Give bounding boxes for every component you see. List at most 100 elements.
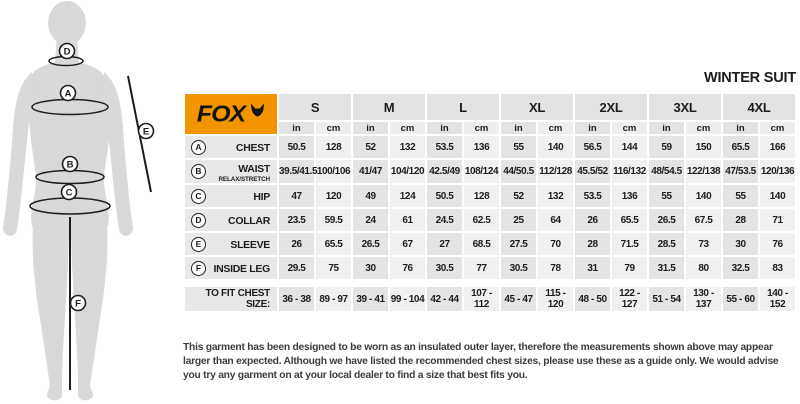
body-silhouette: [2, 1, 134, 401]
value-cell-cm: 78: [538, 257, 573, 280]
size-header-3xl: 3XL: [649, 94, 721, 120]
row-label-text: INSIDE LEG: [213, 263, 270, 276]
unit-in-s: in: [279, 122, 314, 134]
row-label-wrap: INSIDE LEG: [206, 260, 270, 276]
unit-cm-l: cm: [464, 122, 499, 134]
value-cell-in: 31.5: [649, 257, 684, 280]
measure-row-hip: C HIP 47 120 49 124 50.5 128 52 132 53.5 136 55 140 55…: [185, 185, 795, 208]
to-fit-cell-in: 55 - 60: [723, 287, 758, 312]
row-label-wrap: HIP: [206, 188, 270, 204]
to-fit-cell-cm: 99 - 104: [390, 287, 425, 312]
figure-label-collar: D: [58, 42, 76, 60]
row-label-cell: F INSIDE LEG: [185, 257, 277, 280]
value-cell-in: 30: [723, 233, 758, 256]
unit-in-m: in: [353, 122, 388, 134]
value-cell-cm: 116/132: [612, 160, 647, 184]
value-cell-in: 55: [649, 185, 684, 208]
value-cell-in: 26: [575, 209, 610, 232]
value-cell-in: 47: [279, 185, 314, 208]
size-header-m: M: [353, 94, 425, 120]
value-cell-in: 50.5: [427, 185, 462, 208]
value-cell-in: 28.5: [649, 233, 684, 256]
value-cell-cm: 80: [686, 257, 721, 280]
svg-text:E: E: [143, 126, 149, 137]
row-label-text: CHEST: [235, 142, 270, 154]
row-letter-badge: E: [191, 236, 206, 252]
body-measurement-diagram: D A B C E F: [2, 1, 155, 401]
value-cell-cm: 120: [316, 185, 351, 208]
unit-cm-m: cm: [390, 122, 425, 134]
svg-text:F: F: [75, 298, 81, 309]
to-fit-cell-cm: 130 - 137: [686, 287, 721, 312]
value-cell-cm: 75: [316, 257, 351, 280]
size-header-l: L: [427, 94, 499, 120]
row-label-flex: D COLLAR: [185, 209, 277, 231]
value-cell-cm: 76: [390, 257, 425, 280]
unit-cm-s: cm: [316, 122, 351, 134]
row-label-flex: B WAIST RELAX/STRETCH: [185, 160, 277, 183]
unit-cm-xl: cm: [538, 122, 573, 134]
value-cell-in: 30: [353, 257, 388, 280]
value-cell-in: 50.5: [279, 136, 314, 158]
value-cell-in: 39.5/41.5: [279, 160, 318, 184]
value-cell-cm: 83: [760, 257, 795, 280]
to-fit-cell-in: 45 - 47: [501, 287, 536, 312]
value-cell-cm: 70: [538, 233, 573, 256]
figure-label-chest: A: [59, 84, 77, 102]
value-cell-cm: 120/136: [760, 160, 795, 184]
measure-row-inside-leg: F INSIDE LEG 29.5 75 30 76 30.5 77 30.5 78 31 79 31.…: [185, 257, 795, 280]
size-header-row: FOX S M L XL 2XL 3XL 4XL: [185, 94, 795, 134]
size-header-4xl: 4XL: [723, 94, 795, 120]
value-cell-cm: 71.5: [612, 233, 647, 256]
value-cell-cm: 140: [686, 185, 721, 208]
figure-label-waist: B: [61, 155, 79, 173]
brand-logo-cell: FOX: [185, 94, 277, 134]
value-cell-cm: 77: [464, 257, 499, 280]
svg-text:A: A: [65, 88, 72, 99]
measure-row-sleeve: E SLEEVE 26 65.5 26.5 67 27 68.5 27.5 70 28 71.5 28.…: [185, 233, 795, 256]
to-fit-cell-cm: 107 - 112: [464, 287, 499, 312]
row-label-text: COLLAR: [228, 215, 270, 228]
value-cell-in: 29.5: [279, 257, 314, 280]
unit-in-xl: in: [501, 122, 536, 134]
row-label-wrap: WAIST RELAX/STRETCH: [206, 160, 270, 183]
value-cell-cm: 61: [390, 209, 425, 232]
value-cell-in: 44/50.5: [501, 160, 536, 184]
value-cell-in: 52: [501, 185, 536, 208]
unit-cm-4xl: cm: [760, 122, 795, 134]
size-header-xl: XL: [501, 94, 573, 120]
value-cell-in: 32.5: [723, 257, 758, 280]
value-cell-in: 55: [723, 185, 758, 208]
value-cell-cm: 112/128: [538, 160, 573, 184]
value-cell-cm: 104/120: [390, 160, 425, 184]
row-letter-badge: D: [191, 212, 206, 228]
value-cell-cm: 128: [464, 185, 499, 208]
fox-logo-text: FOX: [196, 100, 246, 127]
value-cell-cm: 76: [760, 233, 795, 256]
to-fit-cell-in: 51 - 54: [649, 287, 684, 312]
value-cell-cm: 62.5: [464, 209, 499, 232]
row-label-flex: A CHEST: [185, 136, 277, 158]
page-title: WINTER SUIT: [703, 70, 796, 86]
value-cell-in: 42.5/49: [427, 160, 462, 184]
row-label-wrap: SLEEVE: [206, 236, 270, 252]
value-cell-cm: 140: [538, 136, 573, 158]
value-cell-cm: 128: [316, 136, 351, 158]
spacer-cell: [185, 281, 795, 285]
row-label-cell: B WAIST RELAX/STRETCH: [185, 160, 277, 184]
figure-label-inside-leg: F: [69, 294, 87, 312]
unit-cm-2xl: cm: [612, 122, 647, 134]
value-cell-in: 65.5: [723, 136, 758, 158]
to-fit-row: TO FIT CHEST SIZE: 36 - 38 89 - 97 39 - 41 9…: [185, 287, 795, 312]
unit-in-4xl: in: [723, 122, 758, 134]
value-cell-in: 48/54.5: [649, 160, 684, 184]
value-cell-cm: 79: [612, 257, 647, 280]
to-fit-label-text: TO FIT CHEST SIZE:: [205, 288, 270, 311]
value-cell-in: 26: [279, 233, 314, 256]
value-cell-cm: 71: [760, 209, 795, 232]
row-label-cell: D COLLAR: [185, 209, 277, 232]
unit-in-3xl: in: [649, 122, 684, 134]
value-cell-cm: 67: [390, 233, 425, 256]
row-label-cell: E SLEEVE: [185, 233, 277, 256]
